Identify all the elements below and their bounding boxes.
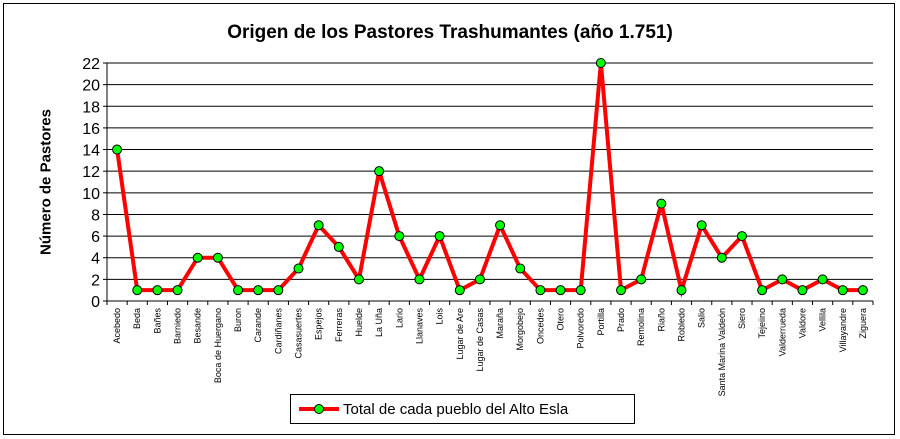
x-tick-label: Buron <box>233 308 243 332</box>
x-tick-label: Otero <box>556 308 566 331</box>
plot-area <box>107 63 873 301</box>
y-tick-label: 14 <box>82 143 100 160</box>
y-tick-label: 18 <box>82 99 100 116</box>
series-group <box>112 58 868 298</box>
x-tick-label: Villayandre <box>838 308 848 352</box>
data-point <box>575 285 586 296</box>
data-point <box>676 285 687 296</box>
x-tick-label: Carande <box>253 308 263 343</box>
data-point <box>757 285 768 296</box>
x-tick-label: Maraña <box>495 308 505 339</box>
x-tick-label: Lario <box>394 308 404 328</box>
x-tick-label: Acebedo <box>112 308 122 344</box>
data-point <box>616 285 627 296</box>
x-tick-label: Tejeiino <box>757 308 767 339</box>
legend-line-marker <box>299 404 339 414</box>
data-point <box>817 274 828 285</box>
x-axis-ticks: Acebedo Beda Bañes Barniedo Besande Boca de H… <box>106 301 874 396</box>
x-tick-label: Vellila <box>818 308 828 332</box>
data-point <box>233 285 244 296</box>
x-tick-label: Lugar de Casas <box>475 308 485 372</box>
x-tick-label: Remolina <box>636 308 646 346</box>
x-tick-label: Barniedo <box>173 308 183 344</box>
y-tick-label: 16 <box>82 121 100 138</box>
y-tick-label: 20 <box>82 78 100 95</box>
data-point <box>777 274 788 285</box>
x-tick-label: Casasuertes <box>294 308 304 359</box>
data-point <box>474 274 485 285</box>
x-tick-label: Boca de Huergano <box>213 308 223 383</box>
data-point <box>857 285 868 296</box>
data-point <box>353 274 364 285</box>
data-point <box>273 285 284 296</box>
data-point <box>293 263 304 274</box>
data-point <box>253 285 264 296</box>
data-point <box>716 252 727 263</box>
data-point <box>636 274 647 285</box>
data-point <box>212 252 223 263</box>
data-point <box>394 231 405 242</box>
x-tick-label: Prado <box>616 308 626 332</box>
x-tick-label: Oncedes <box>535 308 545 345</box>
data-point <box>495 220 506 231</box>
chart-title: Origen de los Pastores Trashumantes (año… <box>227 22 673 43</box>
data-point <box>656 198 667 209</box>
x-tick-label: Riaño <box>656 308 666 332</box>
x-tick-label: Cardiñanes <box>273 308 283 355</box>
x-tick-label: La Uña <box>374 308 384 337</box>
x-tick-label: Lois <box>435 308 445 325</box>
y-tick-label: 4 <box>91 251 100 268</box>
data-point <box>152 285 163 296</box>
data-point <box>837 285 848 296</box>
x-tick-label: Santa Marina Valdeón <box>717 308 727 396</box>
x-tick-label: Portilla <box>596 308 606 336</box>
data-point <box>414 274 425 285</box>
data-point <box>112 144 123 155</box>
data-point <box>595 58 606 68</box>
data-point <box>434 231 445 242</box>
data-point <box>736 231 747 242</box>
data-point <box>333 241 344 252</box>
x-tick-label: Lugar de Are <box>455 308 465 360</box>
x-tick-label: Huelde <box>354 308 364 337</box>
data-point <box>313 220 324 231</box>
data-point <box>535 285 546 296</box>
y-tick-label: 22 <box>82 56 100 73</box>
x-tick-label: Besande <box>193 308 203 344</box>
legend-label: Total de cada pueblo del Alto Esla <box>343 401 569 418</box>
x-tick-label: Valderrueda <box>777 308 787 356</box>
grid-lines <box>107 62 873 280</box>
data-point <box>192 252 203 263</box>
data-point <box>132 285 143 296</box>
x-tick-label: Espejos <box>314 308 324 341</box>
data-point <box>696 220 707 231</box>
x-tick-label: Ziguera <box>858 308 868 339</box>
x-tick-label: Polvoredo <box>576 308 586 349</box>
y-axis-ticks: 0 2 4 6 8 10 12 14 16 18 20 22 <box>82 56 107 311</box>
y-tick-label: 12 <box>82 164 100 181</box>
data-point <box>515 263 526 274</box>
data-point <box>374 166 385 177</box>
x-tick-label: Bañes <box>152 308 162 334</box>
y-tick-label: 10 <box>82 186 100 203</box>
data-point <box>454 285 465 296</box>
x-tick-label: Robledo <box>677 308 687 342</box>
y-tick-label: 6 <box>91 229 100 246</box>
x-tick-label: Salio <box>697 308 707 328</box>
data-point <box>555 285 566 296</box>
x-tick-label: Beda <box>132 308 142 329</box>
x-tick-label: Valdore <box>797 308 807 338</box>
data-point <box>797 285 808 296</box>
x-tick-label: Morgobejo <box>515 308 525 351</box>
x-tick-label: Llanaves <box>414 308 424 345</box>
legend: Total de cada pueblo del Alto Esla <box>290 394 635 424</box>
data-point <box>172 285 183 296</box>
x-tick-label: Siero <box>737 308 747 329</box>
y-tick-label: 0 <box>91 294 100 311</box>
y-tick-label: 2 <box>91 272 100 289</box>
y-tick-label: 8 <box>91 207 100 224</box>
x-tick-label: Ferreras <box>334 308 344 343</box>
